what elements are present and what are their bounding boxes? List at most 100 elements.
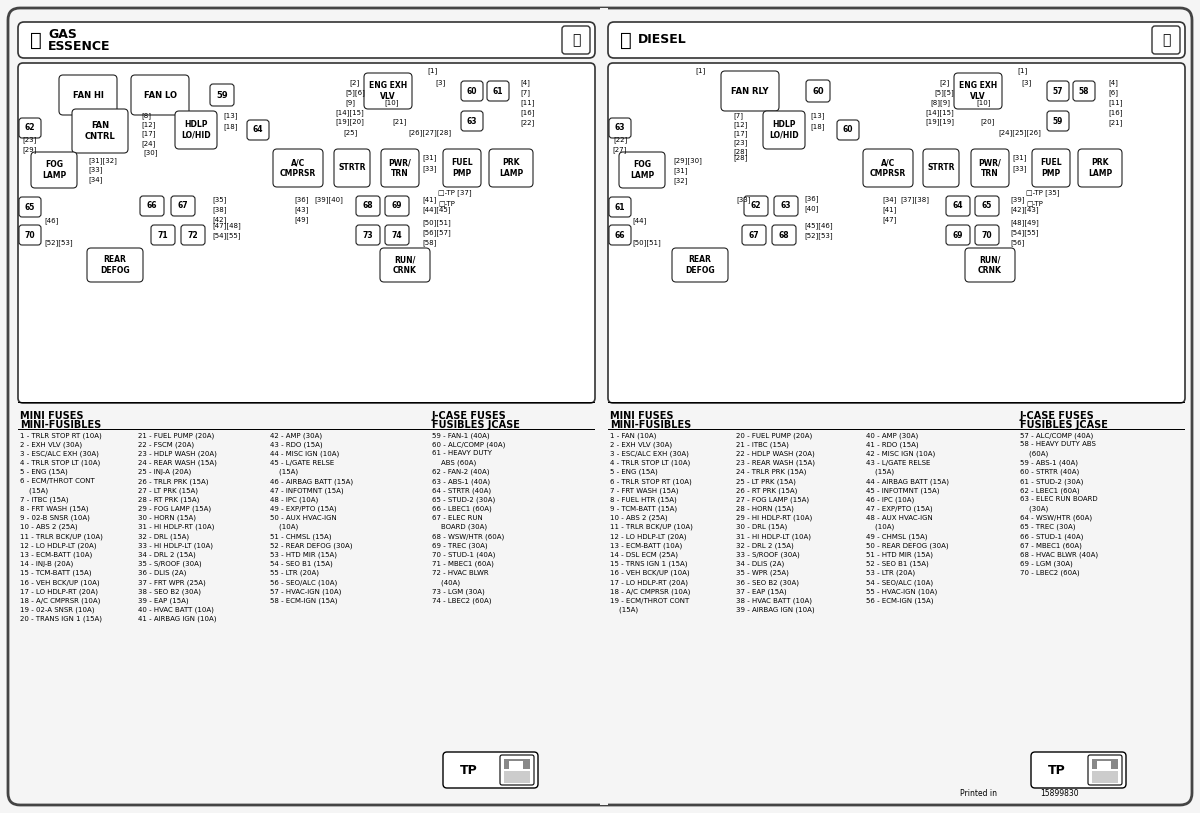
FancyBboxPatch shape [151,225,175,245]
Text: ⧉: ⧉ [572,33,580,47]
Text: 19 - 02-A SNSR (10A): 19 - 02-A SNSR (10A) [20,606,95,613]
Text: 66 - LBEC1 (60A): 66 - LBEC1 (60A) [432,506,492,512]
Text: 32 - DRL 2 (15A): 32 - DRL 2 (15A) [736,542,793,549]
Bar [1097,761,1111,769]
Text: [1]: [1] [1016,67,1027,74]
Text: [31]: [31] [422,154,437,161]
Text: 7 - ITBC (15A): 7 - ITBC (15A) [20,497,68,503]
FancyBboxPatch shape [774,196,798,216]
FancyBboxPatch shape [954,73,1002,109]
Text: 53 - HTD MIR (15A): 53 - HTD MIR (15A) [270,551,337,558]
FancyBboxPatch shape [247,120,269,140]
Text: [31]: [31] [1012,154,1026,161]
Text: 19 - ECM/THROT CONT: 19 - ECM/THROT CONT [610,598,689,603]
Text: [22]: [22] [613,137,628,143]
Text: 26 - RT PRK (15A): 26 - RT PRK (15A) [736,487,797,493]
Text: 59 - FAN-1 (40A): 59 - FAN-1 (40A) [432,432,490,438]
Text: 38 - HVAC BATT (10A): 38 - HVAC BATT (10A) [736,598,812,604]
FancyBboxPatch shape [974,225,998,245]
Text: [32]: [32] [673,177,688,185]
FancyBboxPatch shape [490,149,533,187]
Text: [7]: [7] [733,113,743,120]
FancyBboxPatch shape [19,118,41,138]
Text: HDLP
LO/HID: HDLP LO/HID [181,120,211,140]
FancyBboxPatch shape [500,755,534,785]
FancyBboxPatch shape [72,109,128,153]
Text: [12]: [12] [733,122,748,128]
Text: 73: 73 [362,231,373,240]
Text: 65: 65 [25,202,35,211]
Bar [509,761,523,769]
Text: [16]: [16] [520,110,534,116]
Text: 69: 69 [391,202,402,211]
Text: [21]: [21] [392,119,407,125]
Bar [504,771,530,783]
Text: [33]: [33] [1012,166,1026,172]
Text: [16]: [16] [1108,110,1122,116]
Text: 55 - LTR (20A): 55 - LTR (20A) [270,570,319,576]
Text: 74: 74 [391,231,402,240]
Text: 49 - CHMSL (15A): 49 - CHMSL (15A) [866,533,928,540]
Text: 44 - AIRBAG BATT (15A): 44 - AIRBAG BATT (15A) [866,478,949,485]
Text: MINI FUSES: MINI FUSES [610,411,673,421]
Text: □-TP [35]: □-TP [35] [1026,189,1060,197]
Text: [21]: [21] [1108,120,1122,126]
Text: 58: 58 [1079,86,1090,95]
FancyBboxPatch shape [59,75,118,115]
Text: J-CASE FUSES: J-CASE FUSES [432,411,506,421]
Text: 12 - LO HDLP-LT (20A): 12 - LO HDLP-LT (20A) [610,533,686,540]
Text: 63 - ABS-1 (40A): 63 - ABS-1 (40A) [432,478,490,485]
Text: 5 - ENG (15A): 5 - ENG (15A) [610,469,658,476]
Bar [504,759,530,769]
Bar [18,402,595,403]
Text: [17]: [17] [142,131,156,137]
Text: [29][30]: [29][30] [673,158,702,164]
Text: 53 - LTR (20A): 53 - LTR (20A) [866,570,916,576]
Text: 39 - AIRBAG IGN (10A): 39 - AIRBAG IGN (10A) [736,606,815,613]
Text: [29]: [29] [23,146,37,154]
FancyBboxPatch shape [334,149,370,187]
FancyBboxPatch shape [1031,752,1126,788]
Text: [5][6]: [5][6] [346,89,365,97]
Text: [56][57]: [56][57] [422,229,451,237]
Text: 63: 63 [781,202,791,211]
FancyBboxPatch shape [608,63,1186,403]
Text: 67: 67 [178,202,188,211]
Text: [10]: [10] [977,100,991,107]
Text: [56]: [56] [1010,240,1025,246]
Text: 7 - FRT WASH (15A): 7 - FRT WASH (15A) [610,487,678,493]
FancyBboxPatch shape [672,248,728,282]
Text: 10 - ABS 2 (25A): 10 - ABS 2 (25A) [20,524,78,531]
Text: RUN/
CRNK: RUN/ CRNK [978,255,1002,275]
Text: MINI FUSES: MINI FUSES [20,411,84,421]
FancyBboxPatch shape [721,71,779,111]
Text: 72: 72 [187,231,198,240]
Text: [39][40]: [39][40] [314,197,343,203]
Text: 14 - INJ-B (20A): 14 - INJ-B (20A) [20,561,73,567]
Text: [50][51]: [50][51] [422,220,451,226]
Text: 15 - TCM-BATT (15A): 15 - TCM-BATT (15A) [20,570,91,576]
Text: 40 - HVAC BATT (10A): 40 - HVAC BATT (10A) [138,606,214,613]
FancyBboxPatch shape [487,81,509,101]
Text: 46 - IPC (10A): 46 - IPC (10A) [866,497,914,503]
Text: [54][55]: [54][55] [1010,229,1038,237]
Text: [11]: [11] [520,100,534,107]
Text: 27 - FOG LAMP (15A): 27 - FOG LAMP (15A) [736,497,809,503]
Text: 28 - RT PRK (15A): 28 - RT PRK (15A) [138,497,199,503]
Text: [41]: [41] [422,197,437,203]
FancyBboxPatch shape [131,75,190,115]
Text: 61: 61 [614,202,625,211]
Text: 50 - AUX HVAC-IGN: 50 - AUX HVAC-IGN [270,515,337,521]
Text: 42 - AMP (30A): 42 - AMP (30A) [270,432,322,438]
FancyBboxPatch shape [1078,149,1122,187]
Text: 23 - REAR WASH (15A): 23 - REAR WASH (15A) [736,459,815,466]
Text: 1 - FAN (10A): 1 - FAN (10A) [610,432,656,438]
Text: 31 - HI HDLP-LT (10A): 31 - HI HDLP-LT (10A) [736,533,811,540]
FancyBboxPatch shape [744,196,768,216]
Text: 32 - DRL (15A): 32 - DRL (15A) [138,533,190,540]
Text: 33 - S/ROOF (30A): 33 - S/ROOF (30A) [736,551,799,558]
Text: 20 - FUEL PUMP (20A): 20 - FUEL PUMP (20A) [736,432,812,438]
Text: 57: 57 [1052,86,1063,95]
Text: □-TP: □-TP [438,200,455,206]
Text: 9 - TCM-BATT (15A): 9 - TCM-BATT (15A) [610,506,677,512]
